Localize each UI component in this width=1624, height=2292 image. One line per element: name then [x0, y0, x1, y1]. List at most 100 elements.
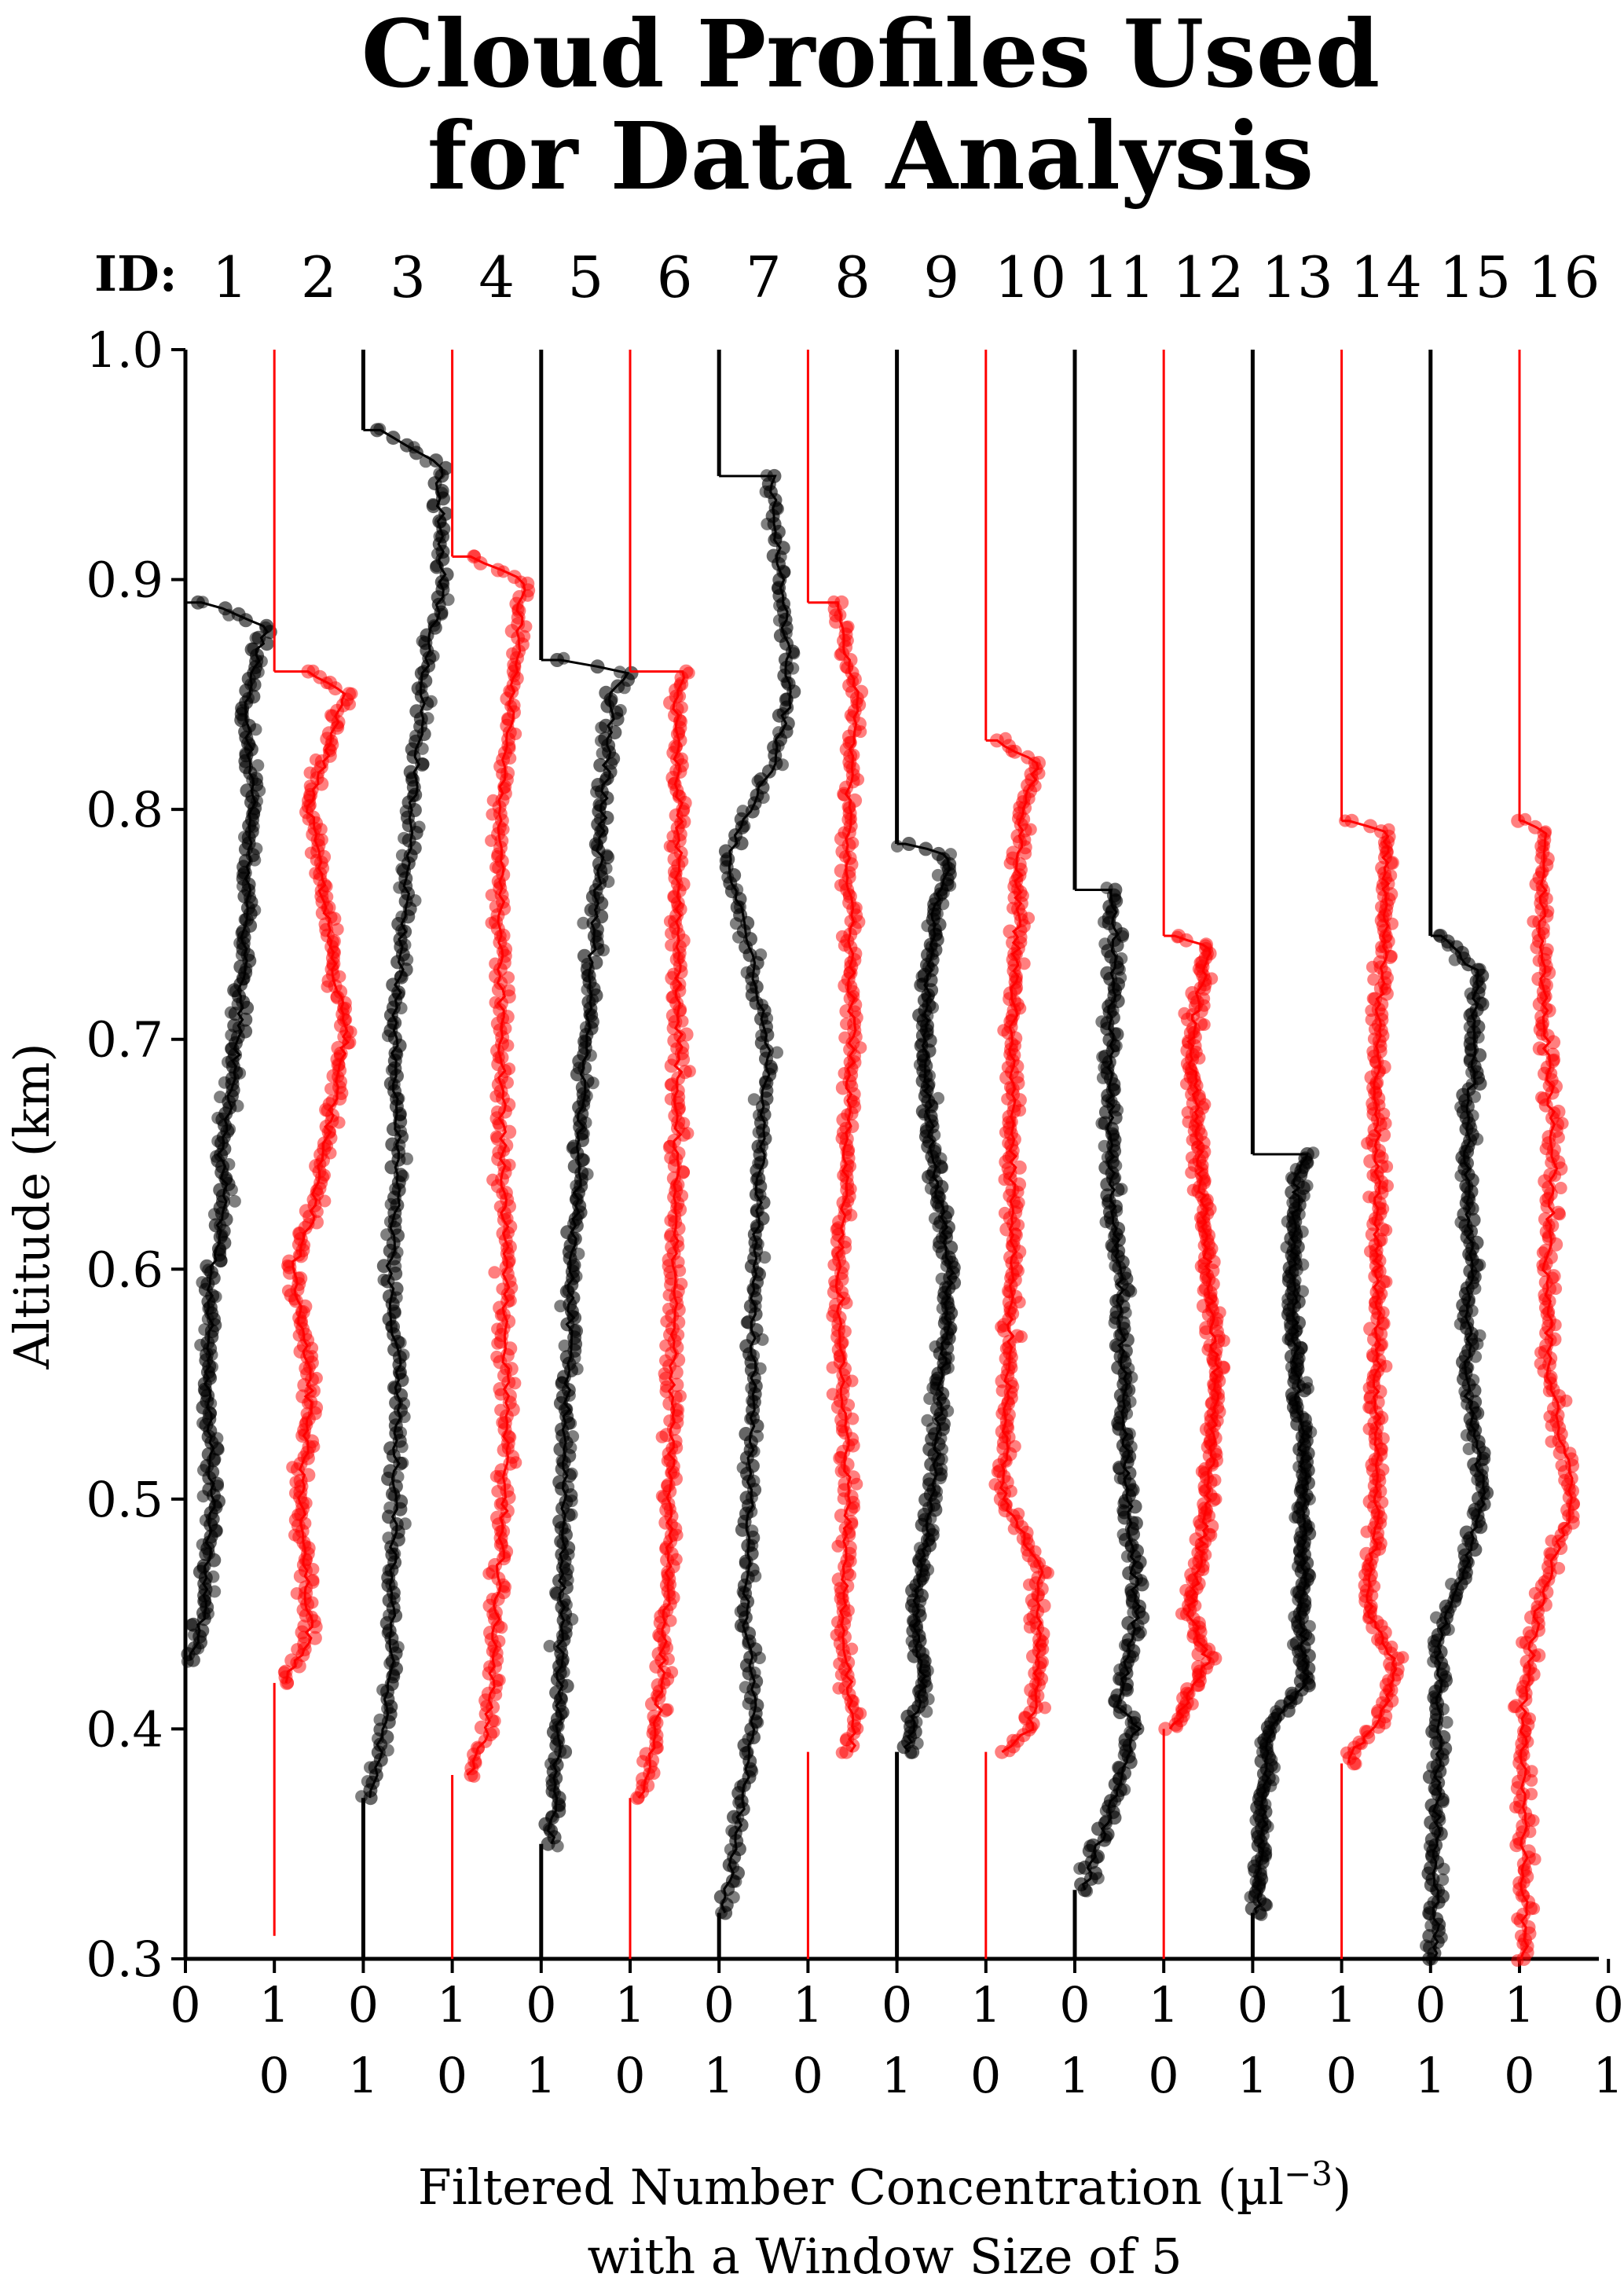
- series-point: [1426, 1760, 1439, 1773]
- series-point: [1197, 992, 1211, 1005]
- series-point: [1339, 814, 1352, 827]
- series-point: [1430, 1611, 1443, 1624]
- series-point: [746, 1524, 759, 1538]
- series-point: [923, 1392, 937, 1405]
- series-id-label: 5: [567, 244, 603, 310]
- series-point: [489, 1130, 503, 1143]
- x-tick-label-black: 0: [882, 1976, 912, 2033]
- series-point: [840, 1018, 852, 1031]
- series-point: [739, 1427, 753, 1441]
- series-point: [1432, 929, 1446, 942]
- series-point: [1525, 1788, 1538, 1801]
- series-point: [1012, 1160, 1027, 1175]
- series-point: [474, 1720, 489, 1735]
- series-point: [675, 701, 688, 714]
- series-point: [928, 1212, 941, 1225]
- x-tick-label-black: 1: [793, 1976, 823, 2033]
- series-point: [306, 664, 320, 677]
- series-point: [1365, 1004, 1378, 1018]
- series-point: [1012, 1507, 1025, 1520]
- series-point: [1039, 1701, 1051, 1714]
- y-tick-label: 0.4: [86, 1700, 163, 1758]
- series-point: [838, 1031, 852, 1044]
- x-tick-label-black: 0: [526, 1976, 556, 2033]
- x-tick-label-black: 1: [970, 1976, 1001, 2033]
- series-point: [1359, 1725, 1372, 1738]
- x-tick-label-red: 1: [1593, 2047, 1623, 2104]
- series-point: [1006, 845, 1021, 860]
- series-profile: [538, 350, 639, 1959]
- series-point: [756, 999, 769, 1012]
- series-point: [377, 1273, 390, 1286]
- series-point: [1459, 1525, 1474, 1540]
- series-point: [586, 1076, 599, 1090]
- series-profile: [451, 350, 536, 1959]
- series-point: [518, 629, 531, 643]
- series-point: [1363, 1322, 1378, 1337]
- series-point: [1545, 1435, 1558, 1448]
- series-point: [489, 957, 502, 970]
- series-point: [251, 759, 265, 772]
- series-point: [593, 757, 608, 772]
- series-point: [497, 565, 510, 578]
- series-point: [494, 1403, 508, 1417]
- series-point: [421, 712, 434, 725]
- series-point: [1549, 1282, 1563, 1295]
- x-tick-label-red: 1: [1237, 2047, 1267, 2104]
- series-point: [665, 939, 678, 952]
- series-point: [344, 1025, 357, 1039]
- series-point: [207, 1570, 220, 1583]
- series-point: [557, 651, 570, 665]
- series-point: [1199, 939, 1212, 952]
- series-point: [1536, 1259, 1549, 1272]
- series-point: [682, 666, 695, 680]
- series-point: [1178, 1007, 1191, 1020]
- series-point: [398, 831, 411, 845]
- svg-text:Filtered Number Concentration: Filtered Number Concentration (µl−3): [418, 2154, 1351, 2216]
- series-profile: [1339, 350, 1410, 1959]
- series-point: [1528, 820, 1542, 834]
- series-point: [1179, 1583, 1193, 1597]
- series-point: [1135, 1574, 1148, 1587]
- series-profile: [273, 350, 358, 1936]
- series-point: [1083, 1839, 1097, 1853]
- series-point: [1424, 1798, 1439, 1813]
- series-point: [669, 1377, 684, 1392]
- series-point: [382, 1531, 395, 1545]
- x-tick-label-red: 0: [258, 2047, 289, 2104]
- series-point: [988, 1478, 1002, 1491]
- series-point: [1473, 1329, 1487, 1342]
- series-point: [846, 836, 860, 849]
- series-point: [409, 704, 424, 719]
- series-point: [1543, 1546, 1556, 1560]
- series-id-label: 7: [746, 244, 782, 310]
- series-point: [1115, 1183, 1128, 1196]
- series-point: [999, 732, 1012, 745]
- y-tick-label: 0.9: [86, 552, 163, 609]
- series-point: [383, 1657, 397, 1670]
- series-profile: [984, 350, 1054, 1959]
- x-axis-label-close: ): [1333, 2158, 1351, 2216]
- series-point: [751, 1429, 764, 1443]
- series-profile: [713, 350, 801, 1959]
- x-tick-label-black: 1: [437, 1976, 467, 2033]
- chart-title-line-1: Cloud Profiles Used: [361, 0, 1380, 108]
- series-point: [218, 601, 233, 616]
- series-point: [1362, 1190, 1376, 1204]
- series-point: [416, 757, 430, 771]
- x-tick-label-red: 1: [526, 2047, 556, 2104]
- series-point: [577, 948, 592, 963]
- x-tick-label-red: 0: [614, 2047, 645, 2104]
- series-point: [901, 837, 916, 851]
- series-point: [734, 1780, 747, 1793]
- series-point: [1535, 1091, 1548, 1104]
- series-point: [944, 848, 957, 861]
- series-point: [303, 766, 317, 779]
- series-point: [1033, 1557, 1047, 1570]
- series-point: [661, 1703, 674, 1716]
- series-point: [1036, 1598, 1051, 1613]
- series-point: [935, 1272, 948, 1285]
- series-point: [765, 1062, 779, 1076]
- series-id-label: 1: [212, 244, 248, 310]
